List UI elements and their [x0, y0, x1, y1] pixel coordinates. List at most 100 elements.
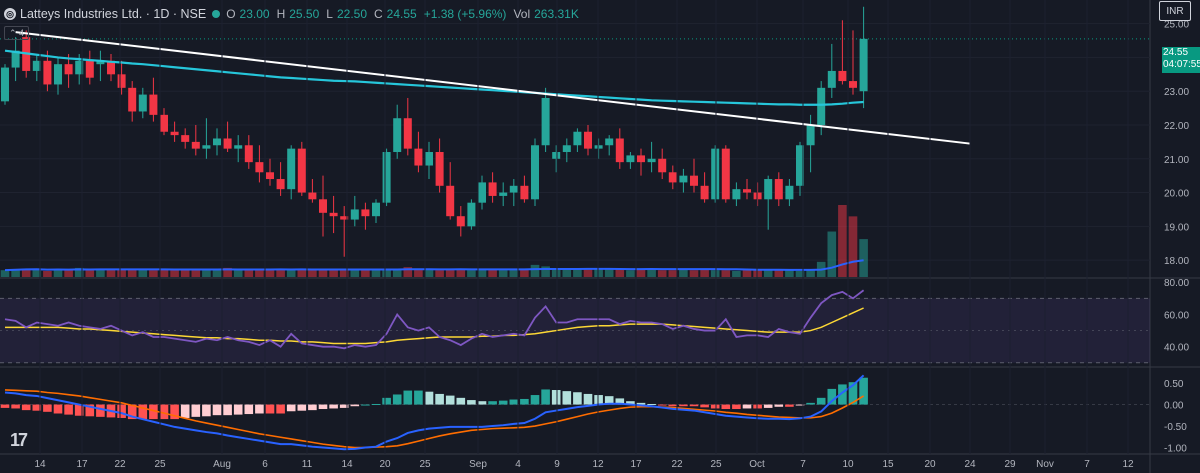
candle-body	[54, 64, 62, 85]
volume-bar	[414, 268, 423, 277]
volume-bar	[308, 270, 317, 277]
symbol-header[interactable]: ◎ Latteys Industries Ltd. · 1D · NSE O 23…	[4, 6, 582, 22]
volume-bar	[255, 269, 264, 277]
trend-line	[15, 31, 970, 145]
symbol-logo-icon: ◎	[4, 8, 16, 20]
candle-body	[276, 179, 285, 190]
time-tick-label: Nov	[1036, 459, 1054, 470]
candle-body	[234, 145, 243, 149]
candle-body	[297, 148, 306, 193]
candle-body	[721, 148, 730, 200]
macd-histogram-bar	[361, 404, 370, 406]
candle-body	[520, 185, 529, 200]
volume-bar	[636, 269, 646, 277]
volume-bar	[403, 267, 413, 277]
macd-histogram-bar	[96, 404, 105, 417]
volume-bar	[530, 264, 540, 277]
volume-bar	[689, 270, 699, 277]
candle-body	[626, 155, 635, 163]
macd-histogram-bar	[594, 395, 603, 405]
candle-body	[573, 131, 582, 146]
volume-bar	[138, 268, 148, 277]
candle-body	[329, 212, 338, 217]
candle-body	[414, 148, 423, 166]
candle-body	[372, 202, 380, 217]
time-tick-label: 11	[302, 459, 313, 470]
macd-histogram-bar	[785, 404, 794, 407]
macd-histogram-bar	[668, 404, 678, 407]
candle-body	[658, 158, 667, 173]
volume-bar	[43, 270, 52, 277]
candle-body	[32, 60, 41, 71]
tradingview-logo-icon[interactable]: 17	[10, 430, 28, 450]
macd-histogram-bar	[382, 397, 391, 405]
candle-body	[806, 124, 815, 146]
volume-bar	[753, 270, 762, 277]
volume-bar	[583, 269, 593, 277]
macd-histogram-bar	[721, 404, 731, 410]
volume-bar	[785, 270, 794, 277]
volume-bar	[233, 269, 243, 277]
candle-body	[308, 192, 317, 200]
volume-bar	[573, 269, 582, 277]
macd-histogram-bar	[647, 403, 656, 405]
time-tick-label: 20	[379, 459, 391, 470]
volume-bar	[435, 270, 444, 277]
macd-histogram-bar	[445, 395, 455, 405]
symbol-title[interactable]: Latteys Industries Ltd. · 1D · NSE	[20, 7, 207, 21]
change-value: +1.38 (+5.96%)	[423, 7, 507, 21]
time-tick-label: Aug	[213, 459, 231, 470]
volume-bar	[223, 267, 232, 277]
volume-bar	[742, 270, 752, 277]
macd-histogram-bar	[202, 404, 211, 417]
volume-bar	[276, 268, 285, 277]
candle-body	[605, 138, 614, 146]
macd-histogram-bar	[329, 404, 338, 409]
macd-histogram-bar	[816, 397, 826, 405]
macd-histogram-bar	[477, 401, 487, 405]
volume-bar	[657, 270, 667, 277]
volume-bar	[350, 269, 360, 277]
candle-body	[562, 145, 571, 153]
vol-value: 263.31K	[534, 7, 579, 21]
volume-bar	[64, 270, 73, 277]
macd-histogram-bar	[371, 403, 381, 405]
time-tick-label: 6	[262, 459, 268, 470]
candle-body	[647, 158, 656, 163]
volume-bar	[838, 205, 847, 277]
macd-histogram-bar	[700, 404, 709, 408]
macd-histogram-bar	[498, 400, 508, 405]
volume-bar	[74, 267, 84, 277]
time-tick-label: 7	[1084, 459, 1090, 470]
volume-bar	[509, 269, 519, 277]
volume-bar	[732, 270, 741, 277]
indicator-count-badge[interactable]: ⌃ 4	[4, 26, 30, 40]
macd-histogram-bar	[689, 404, 699, 407]
time-tick-label: 10	[842, 459, 854, 470]
candle-body	[149, 94, 158, 115]
moving-average-line	[4, 49, 864, 106]
candle-body	[244, 145, 253, 163]
high-value: 25.50	[289, 7, 320, 21]
time-tick-label: 24	[964, 459, 976, 470]
candle-body	[584, 131, 592, 149]
macd-histogram-bar	[212, 404, 222, 416]
candle-body	[838, 70, 847, 82]
candle-body	[732, 189, 741, 200]
candle-body	[690, 175, 698, 186]
currency-badge[interactable]: INR	[1159, 1, 1191, 21]
macd-histogram-bar	[170, 404, 179, 420]
candle-body	[170, 131, 179, 136]
indicator-count: 4	[19, 28, 25, 38]
time-tick-label: 12	[1122, 459, 1134, 470]
macd-histogram-bar	[191, 404, 201, 417]
candle-body	[75, 60, 84, 75]
volume-bar	[774, 269, 784, 277]
time-tick-label: 14	[341, 459, 353, 470]
volume-bar	[0, 270, 10, 277]
candle-body	[827, 70, 836, 88]
candle-body	[382, 152, 391, 203]
volume-bar	[721, 270, 731, 277]
volume-bar	[848, 216, 858, 277]
